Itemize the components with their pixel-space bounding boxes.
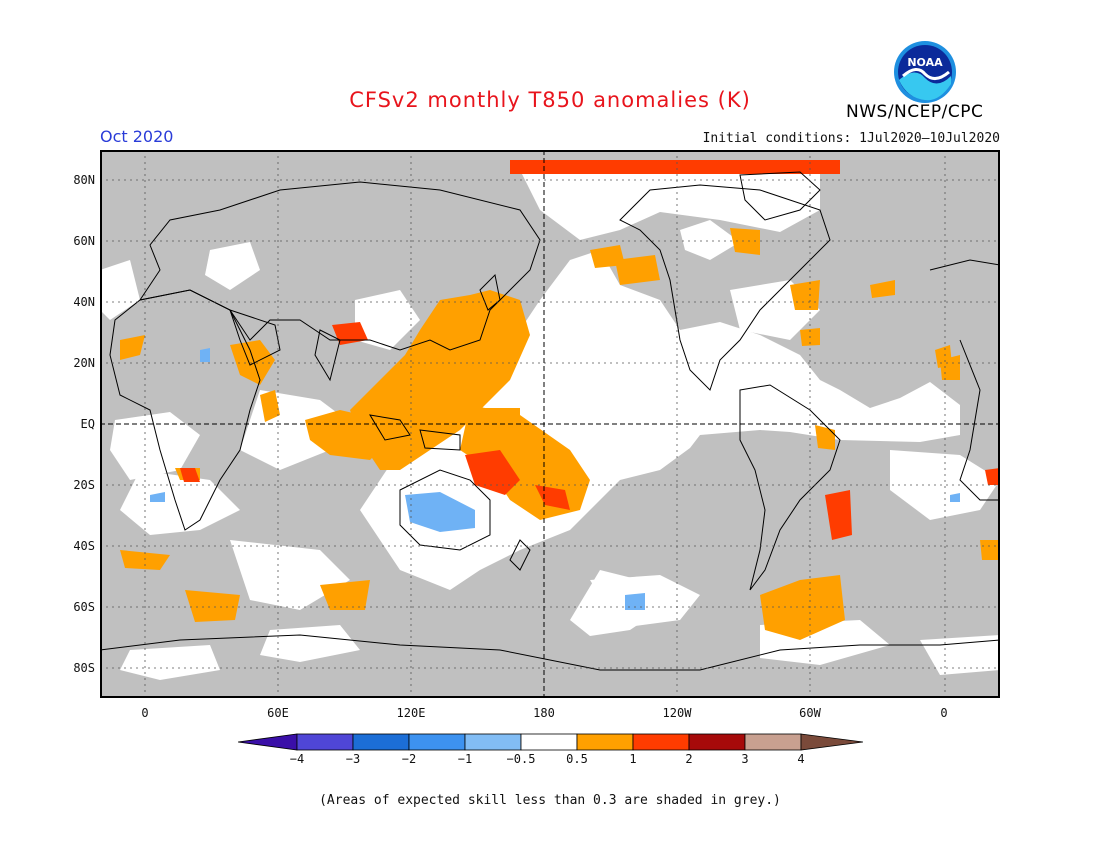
negative-anomaly-regions	[150, 348, 960, 610]
colorbar-label: −4	[289, 752, 305, 766]
footnote: (Areas of expected skill less than 0.3 a…	[319, 793, 781, 808]
lon-label: 0	[940, 706, 948, 720]
positive-anomaly-1-2-regions	[180, 160, 1000, 540]
colorbar-label: −3	[345, 752, 361, 766]
lat-label: 60N	[73, 234, 95, 248]
arctic-red-band	[510, 160, 840, 174]
colorbar-segment	[238, 733, 298, 751]
map-frame	[100, 150, 1000, 698]
lat-label: 40N	[73, 295, 95, 309]
colorbar-label: 0.5	[566, 752, 588, 766]
lat-label: 20N	[73, 356, 95, 370]
colorbar-segment	[464, 733, 522, 751]
month-label: Oct 2020	[100, 127, 174, 146]
lat-label: EQ	[80, 417, 95, 431]
lon-label: 60W	[799, 706, 821, 720]
lon-label: 60E	[267, 706, 289, 720]
positive-anomaly-0.5-1-regions	[120, 228, 1000, 640]
chart-title: CFSv2 monthly T850 anomalies (K)	[349, 88, 751, 112]
colorbar-label: −1	[457, 752, 473, 766]
lat-label: 20S	[73, 478, 95, 492]
colorbar-segment	[408, 733, 466, 751]
colorbar-label: −2	[401, 752, 417, 766]
noaa-logo: NOAA	[894, 41, 956, 103]
colorbar-segment	[800, 733, 863, 751]
graticule	[100, 150, 1000, 698]
lon-label: 120W	[662, 706, 692, 720]
lat-label: 80S	[73, 661, 95, 675]
colorbar-segment	[688, 733, 746, 751]
lat-label: 40S	[73, 539, 95, 553]
coastlines	[100, 171, 1000, 671]
anomaly-map	[100, 150, 1000, 698]
colorbar-segment	[520, 733, 578, 751]
lon-label: 0	[141, 706, 149, 720]
lat-label: 60S	[73, 600, 95, 614]
colorbar-label: 1	[629, 752, 637, 766]
initial-conditions-label: Initial conditions: 1Jul2020–10Jul2020	[702, 131, 1000, 146]
lon-label: 120E	[396, 706, 426, 720]
colorbar-label: 4	[797, 752, 805, 766]
neutral-regions	[100, 170, 1000, 680]
lon-label: 180	[533, 706, 555, 720]
colorbar-segment	[352, 733, 410, 751]
colorbar-segment	[632, 733, 690, 751]
colorbar-segment	[744, 733, 802, 751]
colorbar-label: −0.5	[506, 752, 536, 766]
colorbar	[238, 733, 863, 751]
colorbar-segment	[296, 733, 354, 751]
colorbar-segment	[576, 733, 634, 751]
agency-label: NWS/NCEP/CPC	[846, 102, 984, 122]
colorbar-label: 3	[741, 752, 749, 766]
lat-label: 80N	[73, 173, 95, 187]
colorbar-label: 2	[685, 752, 693, 766]
svg-text:NOAA: NOAA	[907, 56, 943, 69]
